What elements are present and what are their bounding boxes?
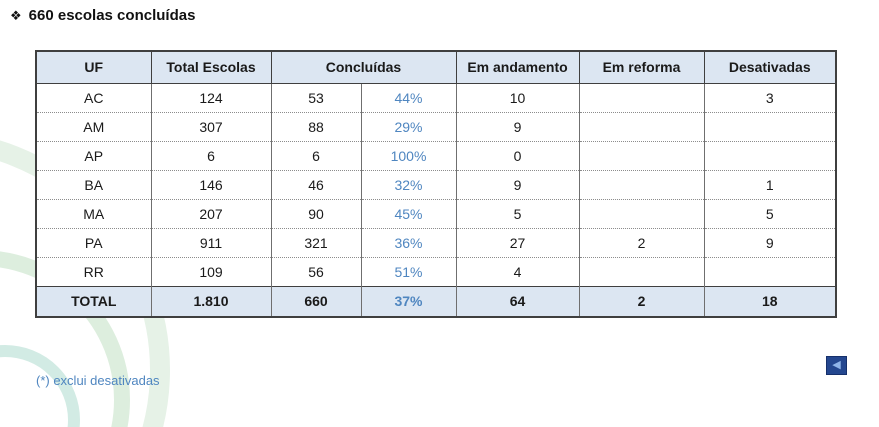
cell-reforma	[578, 256, 705, 286]
cell-uf: PA	[35, 227, 152, 257]
cell-uf: BA	[35, 169, 152, 199]
cell-andamento: 64	[455, 285, 580, 317]
cell-reforma	[578, 82, 705, 112]
cell-desativadas: 1	[703, 169, 837, 199]
cell-andamento: 5	[455, 198, 580, 228]
cell-uf: TOTAL	[35, 285, 152, 317]
cell-andamento: 0	[455, 140, 580, 170]
header-em-andamento: Em andamento	[455, 50, 580, 84]
table-total-row: TOTAL 1.810 660 37% 64 2 18	[35, 285, 837, 317]
cell-desativadas: 5	[703, 198, 837, 228]
cell-total: 307	[150, 111, 272, 141]
cell-total: 207	[150, 198, 272, 228]
cell-andamento: 4	[455, 256, 580, 286]
cell-total: 146	[150, 169, 272, 199]
schools-table: UF Total Escolas Concluídas Em andamento…	[35, 50, 837, 318]
table-row: AP 6 6 100% 0	[35, 140, 837, 170]
cell-total: 124	[150, 82, 272, 112]
cell-desativadas	[703, 111, 837, 141]
cell-percent: 37%	[360, 285, 457, 317]
table-row: PA 911 321 36% 27 2 9	[35, 227, 837, 257]
cell-total: 911	[150, 227, 272, 257]
cell-andamento: 27	[455, 227, 580, 257]
cell-concluidas: 46	[270, 169, 362, 199]
back-button[interactable]: ◀	[826, 356, 847, 375]
table-row: BA 146 46 32% 9 1	[35, 169, 837, 199]
table-row: RR 109 56 51% 4	[35, 256, 837, 286]
cell-percent: 51%	[360, 256, 457, 286]
cell-desativadas: 3	[703, 82, 837, 112]
header-desativadas: Desativadas	[703, 50, 837, 84]
table-row: AC 124 53 44% 10 3	[35, 82, 837, 112]
cell-desativadas: 9	[703, 227, 837, 257]
cell-uf: AM	[35, 111, 152, 141]
cell-percent: 100%	[360, 140, 457, 170]
cell-desativadas	[703, 256, 837, 286]
cell-reforma	[578, 111, 705, 141]
header-total-escolas: Total Escolas	[150, 50, 272, 84]
page-title: 660 escolas concluídas	[28, 7, 196, 24]
cell-andamento: 9	[455, 111, 580, 141]
cell-reforma: 2	[578, 285, 705, 317]
cell-percent: 45%	[360, 198, 457, 228]
title-row: ❖ 660 escolas concluídas	[10, 7, 195, 24]
cell-reforma	[578, 198, 705, 228]
cell-total: 6	[150, 140, 272, 170]
cell-percent: 32%	[360, 169, 457, 199]
diamond-bullet-icon: ❖	[10, 7, 22, 23]
header-em-reforma: Em reforma	[578, 50, 705, 84]
cell-total: 1.810	[150, 285, 272, 317]
cell-percent: 29%	[360, 111, 457, 141]
cell-concluidas: 56	[270, 256, 362, 286]
cell-uf: MA	[35, 198, 152, 228]
cell-desativadas: 18	[703, 285, 837, 317]
cell-reforma: 2	[578, 227, 705, 257]
cell-reforma	[578, 140, 705, 170]
cell-total: 109	[150, 256, 272, 286]
cell-concluidas: 88	[270, 111, 362, 141]
table-row: AM 307 88 29% 9	[35, 111, 837, 141]
table-header-row: UF Total Escolas Concluídas Em andamento…	[35, 50, 837, 84]
cell-reforma	[578, 169, 705, 199]
table-row: MA 207 90 45% 5 5	[35, 198, 837, 228]
cell-concluidas: 660	[270, 285, 362, 317]
cell-concluidas: 90	[270, 198, 362, 228]
header-uf: UF	[35, 50, 152, 84]
back-arrow-icon: ◀	[832, 359, 841, 371]
cell-concluidas: 321	[270, 227, 362, 257]
footnote: (*) exclui desativadas	[36, 373, 160, 388]
cell-uf: AP	[35, 140, 152, 170]
cell-desativadas	[703, 140, 837, 170]
cell-andamento: 10	[455, 82, 580, 112]
header-concluidas: Concluídas	[270, 50, 457, 84]
cell-uf: AC	[35, 82, 152, 112]
cell-concluidas: 53	[270, 82, 362, 112]
cell-andamento: 9	[455, 169, 580, 199]
cell-percent: 44%	[360, 82, 457, 112]
cell-concluidas: 6	[270, 140, 362, 170]
cell-uf: RR	[35, 256, 152, 286]
cell-percent: 36%	[360, 227, 457, 257]
